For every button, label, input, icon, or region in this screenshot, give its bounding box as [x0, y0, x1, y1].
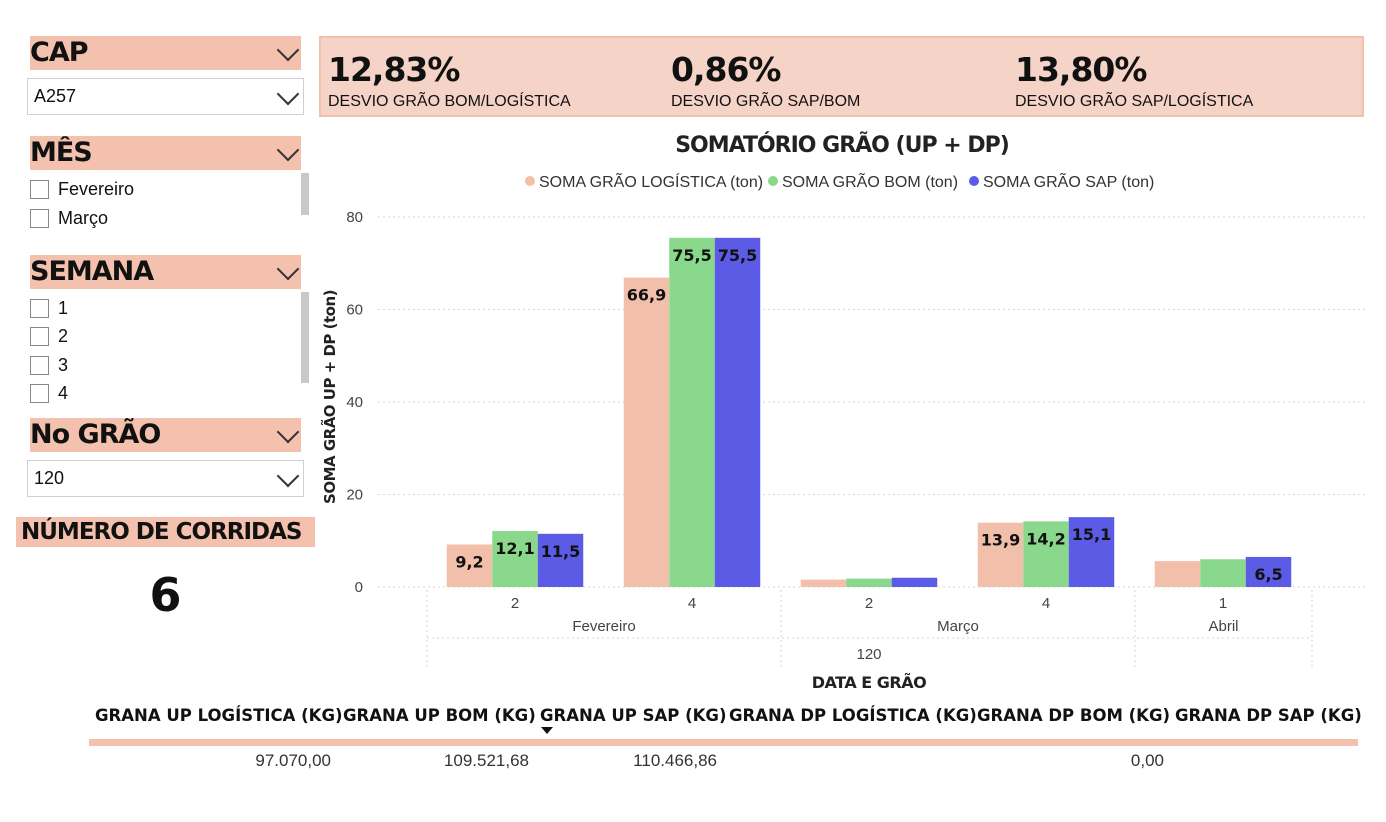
table-header[interactable]: GRANA DP LOGÍSTICA (KG)	[729, 706, 977, 725]
corridas-header: NÚMERO DE CORRIDAS	[16, 517, 315, 547]
kpi-value: 12,83%	[328, 50, 460, 89]
x-group-label: Abril	[1208, 618, 1238, 635]
table-header[interactable]: GRANA UP BOM (KG)	[343, 706, 536, 725]
data-label: 15,1	[1072, 525, 1111, 544]
semana-option-label: 2	[58, 326, 69, 346]
data-label: 75,5	[672, 246, 711, 265]
x-tick-label: 1	[1219, 595, 1227, 612]
y-tick-label: 60	[346, 302, 363, 319]
data-label: 14,2	[1026, 529, 1065, 548]
x-tick-label: 4	[1042, 595, 1050, 612]
table-header-divider	[89, 739, 1358, 746]
legend-label: SOMA GRÃO LOGÍSTICA (ton)	[539, 171, 763, 191]
mes-slicer-title: MÊS	[30, 137, 93, 168]
data-label: 75,5	[718, 246, 757, 265]
bar	[891, 577, 938, 587]
kpi-label: DESVIO GRÃO BOM/LOGÍSTICA	[328, 93, 571, 110]
cap-slicer-header[interactable]: CAP	[30, 36, 301, 70]
semana-scrollbar[interactable]	[301, 292, 309, 383]
bar	[1068, 517, 1115, 587]
cap-slicer-title: CAP	[30, 37, 88, 68]
x-group-label: Fevereiro	[572, 618, 635, 635]
corridas-value: 6	[149, 568, 182, 622]
kpi-value: 13,80%	[1015, 50, 1147, 89]
table-cell: 97.070,00	[255, 751, 331, 770]
bar	[1154, 561, 1201, 587]
mes-scrollbar[interactable]	[301, 173, 309, 215]
grain-bar-chart: SOMATÓRIO GRÃO (UP + DP) SOMA GRÃO LOGÍST…	[320, 132, 1365, 692]
data-label: 9,2	[455, 552, 483, 571]
x-group-label: Março	[937, 618, 979, 635]
no-grao-slicer-title: No GRÃO	[30, 419, 161, 450]
data-label: 66,9	[627, 286, 666, 305]
checkbox[interactable]	[30, 209, 49, 228]
bar	[1023, 521, 1069, 587]
bar	[846, 578, 892, 587]
no-grao-dropdown[interactable]: 120	[27, 460, 304, 497]
semana-slicer-header[interactable]: SEMANA	[30, 255, 301, 289]
bar	[623, 277, 670, 587]
data-label: 13,9	[981, 531, 1020, 550]
sort-descending-icon[interactable]	[541, 727, 553, 734]
legend-marker	[768, 176, 778, 186]
mes-option-label: Março	[58, 208, 109, 228]
mes-option-label: Fevereiro	[58, 179, 135, 199]
table-cell: 0,00	[1130, 751, 1164, 770]
semana-option-label: 3	[58, 355, 69, 375]
no-grao-slicer-header[interactable]: No GRÃO	[30, 418, 301, 452]
bar	[977, 522, 1024, 587]
table-cell: 110.466,86	[633, 751, 717, 770]
table-header[interactable]: GRANA DP BOM (KG)	[977, 706, 1171, 725]
bar	[1200, 559, 1246, 587]
table-cell: 109.521,68	[443, 751, 529, 770]
bar	[669, 237, 715, 587]
cap-dropdown[interactable]: A257	[27, 78, 304, 115]
bar	[1245, 556, 1292, 587]
x-tick-label: 2	[511, 595, 519, 612]
x-group-label: 120	[856, 646, 881, 663]
x-axis-label: DATA E GRÃO	[812, 673, 926, 692]
kpi-banner: 12,83% DESVIO GRÃO BOM/LOGÍSTICA 0,86% D…	[319, 36, 1364, 117]
y-tick-label: 20	[346, 487, 363, 504]
semana-slicer-title: SEMANA	[30, 256, 154, 287]
semana-option-label: 4	[58, 383, 69, 403]
kpi-label: DESVIO GRÃO SAP/LOGÍSTICA	[1015, 93, 1254, 110]
table-header[interactable]: GRANA UP LOGÍSTICA (KG)	[95, 706, 343, 725]
y-axis-label: SOMA GRÃO UP + DP (ton)	[320, 290, 339, 504]
corridas-title: NÚMERO DE CORRIDAS	[21, 519, 302, 545]
data-label: 11,5	[541, 542, 580, 561]
kpi-value: 0,86%	[671, 50, 781, 89]
chart-title: SOMATÓRIO GRÃO (UP + DP)	[675, 132, 1009, 158]
y-tick-label: 0	[355, 579, 363, 596]
data-label: 6,5	[1254, 565, 1282, 584]
checkbox[interactable]	[30, 180, 49, 199]
y-tick-label: 80	[346, 209, 363, 226]
legend-marker	[525, 176, 535, 186]
bar	[492, 531, 538, 587]
checkbox[interactable]	[30, 299, 49, 318]
no-grao-dropdown-value: 120	[34, 468, 65, 488]
mes-slicer-header[interactable]: MÊS	[30, 136, 301, 170]
bar	[800, 579, 847, 587]
legend-label: SOMA GRÃO SAP (ton)	[983, 171, 1154, 191]
data-label: 12,1	[495, 539, 534, 558]
legend-label: SOMA GRÃO BOM (ton)	[782, 171, 958, 191]
legend-marker	[969, 176, 979, 186]
bar	[446, 544, 493, 587]
checkbox[interactable]	[30, 356, 49, 375]
x-tick-label: 2	[865, 595, 873, 612]
semana-option-label: 1	[58, 298, 69, 318]
table-header[interactable]: GRANA UP SAP (KG)	[540, 706, 727, 725]
cap-dropdown-value: A257	[34, 86, 77, 106]
kpi-label: DESVIO GRÃO SAP/BOM	[671, 93, 861, 110]
checkbox[interactable]	[30, 327, 49, 346]
y-tick-label: 40	[346, 394, 363, 411]
x-tick-label: 4	[688, 595, 696, 612]
bar	[537, 533, 584, 587]
bar	[714, 237, 761, 587]
table-header[interactable]: GRANA DP SAP (KG)	[1175, 706, 1362, 725]
checkbox[interactable]	[30, 384, 49, 403]
